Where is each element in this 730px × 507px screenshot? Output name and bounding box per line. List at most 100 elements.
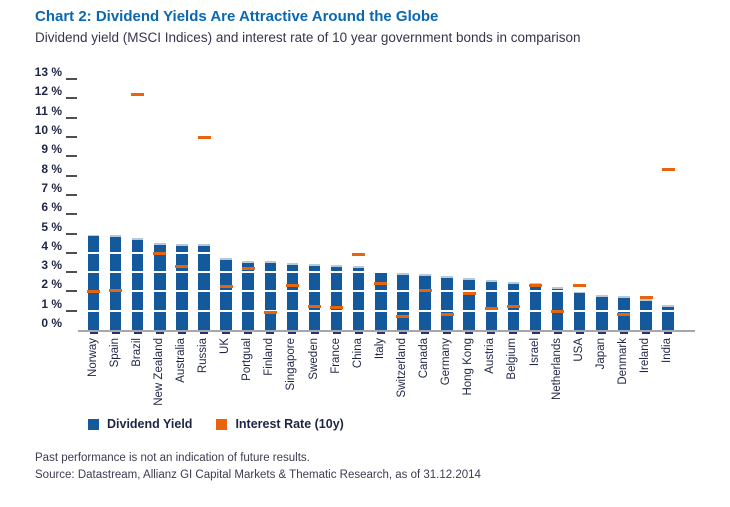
disclaimer-text: Past performance is not an indication of… [35,452,310,464]
interest-rate-marker-australia [175,264,189,268]
gridline [82,116,680,119]
x-axis-tick [465,332,474,334]
x-axis-tick [89,332,98,334]
interest-rate-marker-ireland [639,295,653,299]
x-axis-label: Italy [373,338,386,360]
interest-rate-marker-india [661,168,675,172]
x-axis-tick [177,332,186,334]
gridline [82,78,680,81]
x-axis-label: Portgual [241,338,254,381]
x-axis-label: UK [219,338,232,354]
y-axis-label: 4 % [41,238,62,253]
bar-new-zealand [154,243,166,330]
x-axis-line [78,330,695,332]
y-axis-tick [66,78,77,81]
x-axis-tick [332,332,341,334]
x-axis-label: China [351,338,364,369]
y-axis-tick [66,136,77,138]
interest-rate-marker-germany [440,313,454,317]
x-axis-tick [509,332,518,334]
bar-uk [220,257,232,330]
x-axis-label: Canada [418,338,430,379]
x-axis-label: Russia [197,338,209,374]
bar-italy [375,271,387,330]
bar-spain [109,235,122,330]
bar-portgual [242,260,254,330]
interest-rate-marker-usa [573,284,587,288]
x-axis-label: India [661,338,674,363]
y-axis-tick [66,271,77,274]
bar-singapore [286,263,299,330]
interest-rate-marker-netherlands [551,310,565,314]
bar-canada [419,274,431,330]
y-axis-tick [66,213,77,216]
y-axis-label: 11 % [35,103,62,118]
x-axis-label: Israel [528,338,541,367]
x-axis-label: Germany [440,338,453,386]
x-axis-label: USA [572,338,585,362]
gridline [82,155,680,158]
y-axis-label: 7 % [41,180,62,195]
x-axis-label: Belgium [506,338,519,380]
x-axis-tick [421,332,429,334]
bar-switzerland [397,273,409,330]
y-axis-label: 6 % [41,200,62,215]
gridline [82,193,680,196]
x-axis-label: Austria [484,338,497,374]
bar-netherlands [551,286,564,330]
legend-label-interest-rate: Interest Rate (10y) [235,417,344,431]
legend-label-dividend-yield: Dividend Yield [107,417,193,431]
gridline [82,232,680,235]
x-axis-label: Finland [263,338,276,376]
interest-rate-marker-canada [418,288,432,292]
x-axis-tick [664,332,673,334]
interest-rate-marker-hong-kong [462,291,476,295]
bar-australia [176,244,188,330]
interest-rate-marker-new-zealand [153,252,167,256]
gridline [82,251,680,254]
x-axis-tick [487,332,496,334]
bar-norway [87,234,100,330]
x-axis-label: Denmark [616,338,629,385]
bar-israel [529,282,542,330]
x-axis-label: Netherlands [550,338,563,401]
gridline [82,309,680,312]
x-axis-tick [266,332,275,334]
x-axis-label: Spain [108,338,121,368]
x-axis-tick [443,332,452,334]
x-axis-tick [222,332,231,334]
x-axis-tick [575,332,584,334]
interest-rate-marker-singapore [285,284,299,288]
gridline [82,290,680,293]
y-axis-tick [66,97,77,100]
x-axis-tick [111,332,120,334]
bar-india [662,304,674,330]
y-axis-label: 3 % [41,258,62,273]
interest-rate-swatch-icon [216,418,228,430]
x-axis-label: France [329,338,342,374]
x-axis-tick [354,332,363,334]
legend-item-dividend-yield: Dividend Yield [88,417,192,431]
x-axis-label: Norway [86,338,99,377]
gridline [82,271,680,274]
y-axis-tick [66,251,77,254]
y-axis-label: 5 % [41,219,62,234]
legend: Dividend Yield Interest Rate (10y) [88,417,368,431]
x-axis-label: Brazil [130,338,143,367]
y-axis-label: 2 % [41,277,62,292]
bar-germany [441,275,453,330]
interest-rate-marker-italy [374,282,388,286]
y-axis-label: 1 % [41,296,62,311]
interest-rate-marker-spain [109,288,123,292]
bar-sweden [308,264,321,330]
x-axis-tick [376,332,385,334]
y-axis-label: 8 % [41,161,62,176]
bar-russia [198,244,210,330]
interest-rate-marker-uk [219,285,233,289]
chart-subtitle: Dividend yield (MSCI Indices) and intere… [35,30,581,45]
dividend-yield-swatch-icon [88,418,99,430]
y-axis-tick [66,155,77,158]
interest-rate-marker-china [352,253,366,257]
bar-japan [596,295,608,330]
